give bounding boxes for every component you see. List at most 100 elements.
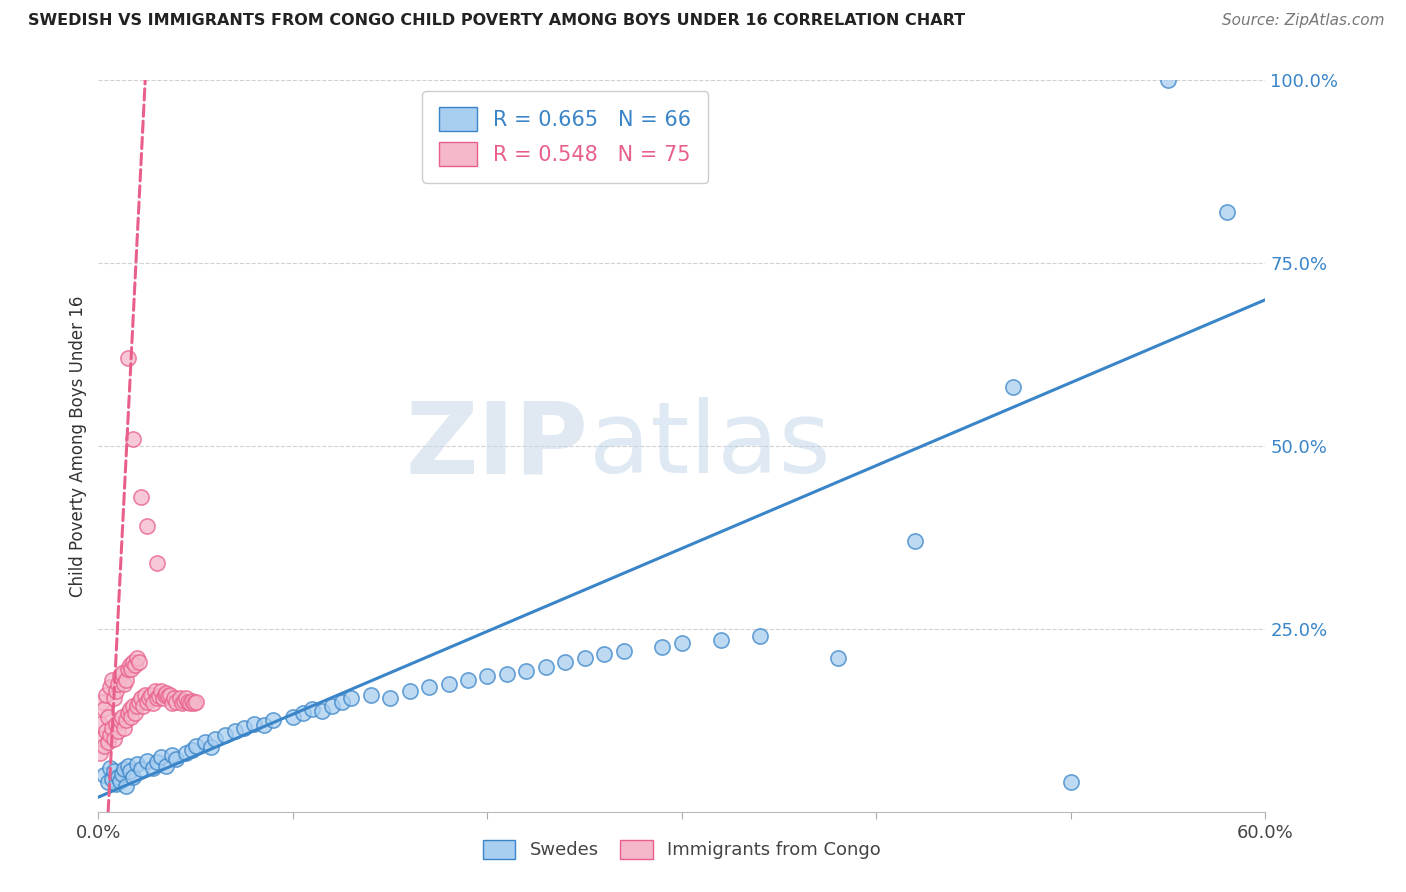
Point — [204, 731, 226, 746]
Text: ZIP: ZIP — [406, 398, 589, 494]
Point — [534, 660, 557, 674]
Point — [159, 688, 181, 702]
Point — [1157, 73, 1180, 87]
Point — [122, 698, 145, 713]
Point — [127, 757, 149, 772]
Point — [112, 676, 135, 690]
Point — [132, 698, 155, 713]
Point — [104, 717, 127, 731]
Point — [139, 688, 162, 702]
Point — [122, 655, 145, 669]
Point — [142, 697, 165, 711]
Point — [108, 774, 131, 789]
Point — [155, 759, 177, 773]
Point — [112, 762, 135, 776]
Point — [111, 665, 134, 680]
Point — [162, 697, 184, 711]
Point — [163, 691, 186, 706]
Point — [495, 667, 517, 681]
Point — [127, 651, 149, 665]
Point — [153, 688, 176, 702]
Point — [128, 655, 150, 669]
Point — [93, 768, 115, 782]
Point — [114, 779, 136, 793]
Point — [710, 632, 733, 647]
Point — [457, 673, 479, 687]
Point — [91, 731, 114, 746]
Point — [112, 721, 135, 735]
Point — [121, 709, 143, 723]
Point — [177, 695, 200, 709]
Point — [129, 490, 152, 504]
Point — [281, 709, 304, 723]
Point — [111, 709, 134, 723]
Point — [174, 746, 197, 760]
Point — [243, 717, 266, 731]
Point — [97, 709, 120, 723]
Point — [118, 658, 141, 673]
Point — [98, 681, 121, 695]
Point — [574, 651, 596, 665]
Point — [117, 706, 139, 720]
Point — [114, 714, 136, 728]
Point — [437, 676, 460, 690]
Point — [146, 755, 169, 769]
Point — [129, 691, 152, 706]
Point — [91, 695, 114, 709]
Point — [146, 691, 169, 706]
Point — [136, 519, 159, 533]
Point — [104, 777, 127, 791]
Point — [103, 731, 125, 746]
Point — [117, 662, 139, 676]
Point — [301, 702, 323, 716]
Text: Source: ZipAtlas.com: Source: ZipAtlas.com — [1222, 13, 1385, 29]
Point — [97, 775, 120, 789]
Point — [477, 669, 499, 683]
Point — [89, 717, 111, 731]
Point — [136, 695, 159, 709]
Point — [98, 728, 121, 742]
Point — [118, 702, 141, 716]
Point — [134, 688, 156, 702]
Point — [114, 673, 136, 687]
Point — [152, 691, 174, 706]
Point — [142, 761, 165, 775]
Point — [121, 662, 143, 676]
Point — [149, 749, 172, 764]
Point — [1001, 380, 1024, 394]
Point — [124, 658, 146, 673]
Point — [146, 556, 169, 570]
Point — [108, 669, 131, 683]
Point — [360, 688, 382, 702]
Point — [340, 691, 363, 706]
Point — [179, 697, 201, 711]
Point — [200, 740, 222, 755]
Point — [157, 689, 180, 703]
Point — [96, 688, 118, 702]
Point — [136, 754, 159, 768]
Point — [89, 746, 111, 760]
Point — [418, 681, 440, 695]
Point — [143, 684, 166, 698]
Point — [97, 735, 120, 749]
Point — [169, 691, 191, 706]
Point — [748, 629, 770, 643]
Point — [117, 351, 139, 366]
Point — [149, 684, 172, 698]
Point — [554, 655, 576, 669]
Point — [107, 770, 129, 784]
Point — [101, 673, 124, 687]
Point — [122, 770, 145, 784]
Point — [194, 735, 217, 749]
Point — [165, 695, 187, 709]
Point — [233, 721, 256, 735]
Text: SWEDISH VS IMMIGRANTS FROM CONGO CHILD POVERTY AMONG BOYS UNDER 16 CORRELATION C: SWEDISH VS IMMIGRANTS FROM CONGO CHILD P… — [28, 13, 966, 29]
Point — [101, 772, 124, 786]
Point — [103, 764, 125, 779]
Point — [122, 432, 145, 446]
Point — [96, 724, 118, 739]
Y-axis label: Child Poverty Among Boys Under 16: Child Poverty Among Boys Under 16 — [69, 295, 87, 597]
Point — [593, 648, 616, 662]
Point — [827, 651, 849, 665]
Point — [515, 665, 537, 679]
